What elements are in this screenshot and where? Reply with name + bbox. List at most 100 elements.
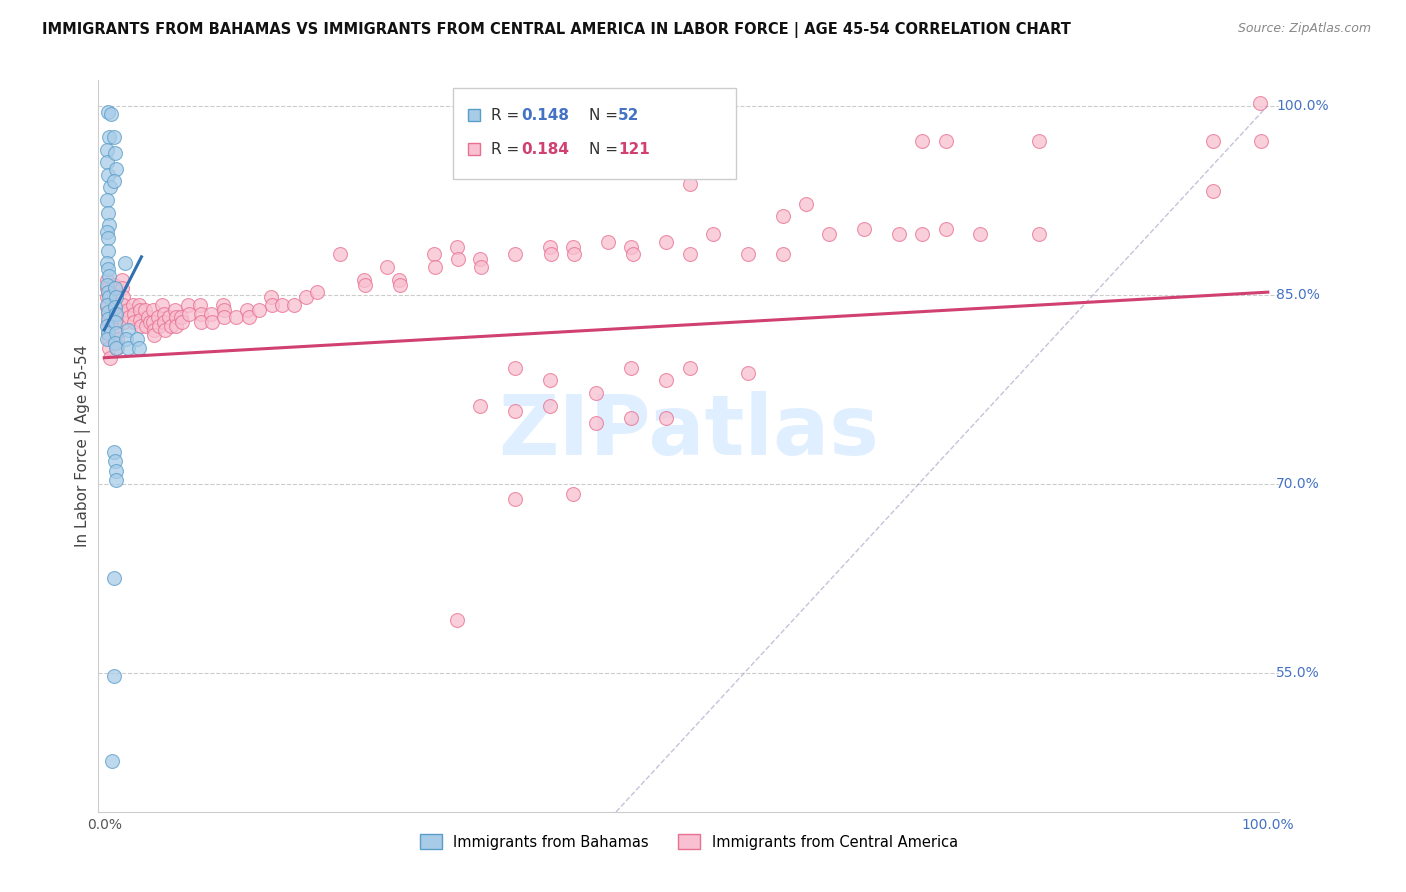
- Point: [97, 231, 120, 245]
- Point: [702, 227, 724, 241]
- Point: [1028, 134, 1050, 148]
- Point: [104, 161, 127, 176]
- Point: [96, 290, 118, 304]
- Point: [142, 302, 165, 317]
- Point: [97, 341, 120, 355]
- Point: [97, 104, 120, 119]
- Point: [503, 360, 526, 375]
- Point: [96, 143, 118, 157]
- Point: [388, 277, 411, 292]
- Point: [97, 290, 120, 304]
- Point: [103, 174, 125, 188]
- Point: [153, 323, 176, 337]
- Point: [260, 298, 283, 312]
- Point: [103, 571, 125, 585]
- Point: [562, 247, 585, 261]
- Point: [353, 272, 375, 286]
- Point: [737, 247, 759, 261]
- Point: [104, 323, 127, 337]
- Point: [911, 134, 934, 148]
- Point: [678, 360, 700, 375]
- Point: [190, 307, 212, 321]
- Point: [104, 290, 127, 304]
- Point: [655, 411, 678, 425]
- Point: [96, 256, 118, 270]
- Point: [143, 328, 166, 343]
- Point: [117, 341, 139, 355]
- Point: [97, 315, 120, 329]
- Point: [125, 332, 148, 346]
- Point: [104, 298, 127, 312]
- Point: [104, 307, 127, 321]
- Point: [422, 247, 444, 261]
- Point: [201, 315, 224, 329]
- Point: [540, 247, 562, 261]
- Point: [423, 260, 446, 274]
- Point: [354, 277, 377, 292]
- Point: [794, 197, 817, 211]
- Point: [117, 323, 139, 337]
- Point: [118, 310, 141, 325]
- Point: [97, 168, 120, 182]
- Point: [247, 302, 270, 317]
- Text: N =: N =: [589, 142, 623, 156]
- Point: [165, 310, 187, 325]
- Point: [138, 315, 160, 329]
- Point: [96, 332, 118, 346]
- Text: 0.184: 0.184: [522, 142, 569, 156]
- Point: [96, 225, 118, 239]
- Point: [128, 341, 150, 355]
- Point: [105, 332, 128, 346]
- Point: [1250, 134, 1272, 148]
- Point: [111, 290, 134, 304]
- Point: [818, 227, 841, 241]
- Point: [128, 298, 150, 312]
- Point: [104, 300, 127, 314]
- Point: [142, 315, 165, 329]
- Point: [97, 205, 120, 219]
- Point: [97, 326, 120, 340]
- Point: [104, 315, 127, 329]
- Point: [911, 227, 934, 241]
- Point: [271, 298, 294, 312]
- Point: [585, 417, 607, 431]
- Point: [104, 454, 127, 468]
- Point: [104, 473, 127, 487]
- Point: [190, 315, 212, 329]
- Point: [375, 260, 398, 274]
- Point: [165, 302, 187, 317]
- Point: [97, 307, 120, 321]
- Point: [655, 373, 678, 387]
- Point: [104, 464, 127, 478]
- Point: [212, 302, 235, 317]
- Point: [283, 298, 305, 312]
- Point: [103, 287, 125, 301]
- Point: [179, 307, 201, 321]
- Point: [131, 319, 153, 334]
- Point: [212, 298, 235, 312]
- Point: [146, 310, 169, 325]
- Text: Source: ZipAtlas.com: Source: ZipAtlas.com: [1237, 22, 1371, 36]
- Point: [772, 210, 794, 224]
- Point: [96, 155, 118, 169]
- Point: [468, 399, 491, 413]
- Point: [620, 360, 643, 375]
- Point: [772, 247, 794, 261]
- Point: [111, 281, 134, 295]
- Point: [294, 290, 316, 304]
- Text: 100.0%: 100.0%: [1277, 98, 1329, 112]
- Text: R =: R =: [491, 108, 523, 123]
- Point: [112, 315, 135, 329]
- Point: [1202, 184, 1225, 198]
- Point: [934, 134, 956, 148]
- Point: [621, 247, 644, 261]
- Point: [104, 335, 127, 350]
- Point: [96, 300, 118, 314]
- FancyBboxPatch shape: [453, 87, 737, 179]
- Point: [585, 386, 607, 401]
- Point: [969, 227, 991, 241]
- Point: [129, 302, 152, 317]
- Point: [97, 244, 120, 258]
- Legend: Immigrants from Bahamas, Immigrants from Central America: Immigrants from Bahamas, Immigrants from…: [415, 829, 963, 855]
- Y-axis label: In Labor Force | Age 45-54: In Labor Force | Age 45-54: [76, 345, 91, 547]
